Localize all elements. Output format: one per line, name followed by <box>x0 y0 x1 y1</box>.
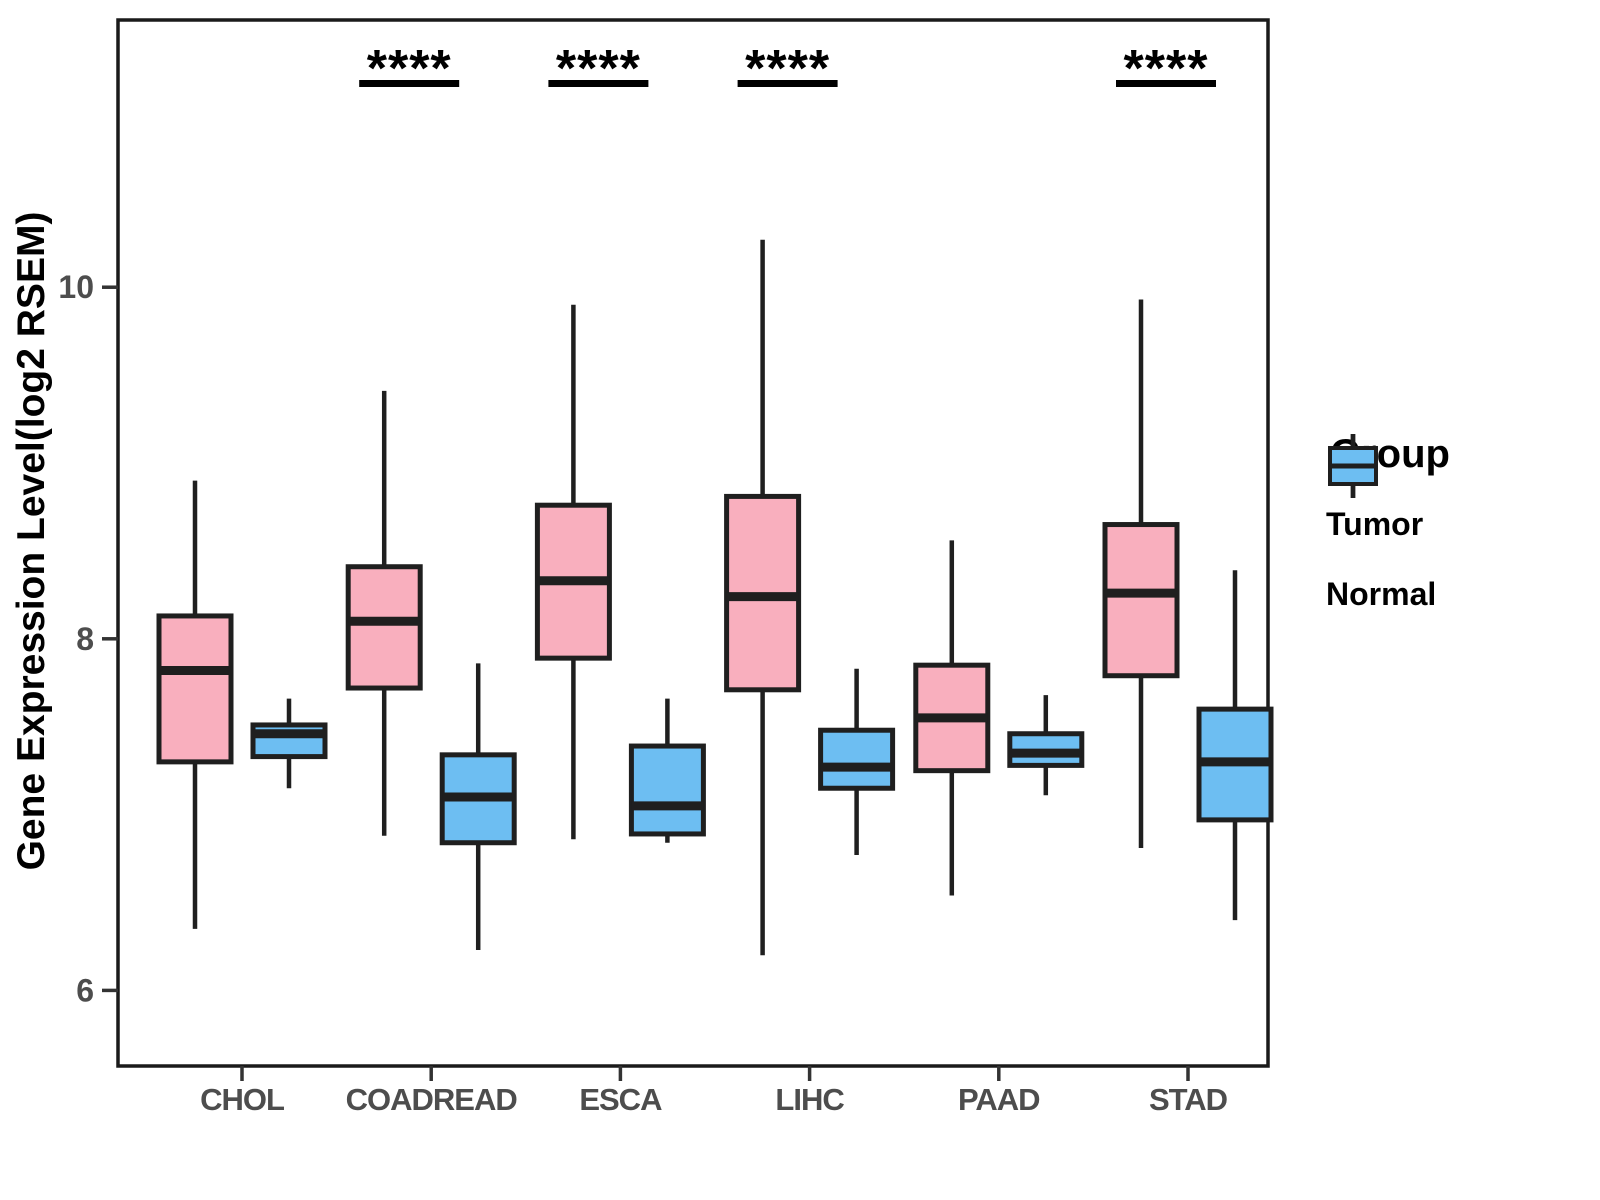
box-tumor-PAAD <box>913 540 991 896</box>
x-tick-label: STAD <box>1149 1082 1228 1117</box>
x-tick-label: ESCA <box>579 1082 662 1117</box>
box-normal-CHOL <box>250 698 328 789</box>
legend-boxplot-glyph-normal <box>1328 434 1378 498</box>
legend: Group Tumor Normal <box>1326 432 1450 629</box>
box-tumor-CHOL <box>156 480 234 929</box>
y-tick-label: 6 <box>76 972 94 1008</box>
y-tick-label: 8 <box>76 621 94 657</box>
box-tumor-STAD <box>1102 299 1180 849</box>
y-axis-title: Gene Expression Level(log2 RSEM) <box>10 212 53 871</box>
significance-stars: **** <box>556 40 641 98</box>
plot-content: 6 8 10 CHOL COADREAD ESCA LIHC PAAD STAD **** ****… <box>58 40 1274 1117</box>
box-normal-COADREAD <box>439 663 517 950</box>
iqr-box <box>156 613 234 765</box>
iqr-box <box>1102 522 1180 679</box>
legend-entry-normal: Normal <box>1326 434 1450 629</box>
box-normal-ESCA <box>628 698 706 843</box>
significance-bar <box>737 80 838 87</box>
legend-entries: Tumor Normal <box>1326 434 1450 629</box>
x-tick-label: PAAD <box>958 1082 1040 1117</box>
box-normal-STAD <box>1196 570 1274 921</box>
iqr-box <box>818 727 896 791</box>
significance-bar <box>548 80 649 87</box>
x-tick-label: COADREAD <box>346 1082 518 1117</box>
legend-entry-label: Tumor <box>1326 505 1424 542</box>
box-tumor-COADREAD <box>345 390 423 836</box>
significance-stars: **** <box>367 40 452 98</box>
significance-stars: **** <box>745 40 830 98</box>
significance-bar <box>359 80 460 87</box>
x-tick-label: CHOL <box>200 1082 284 1117</box>
significance-stars: **** <box>1124 40 1209 98</box>
plot-panel-border <box>116 18 1270 1068</box>
box-normal-LIHC <box>818 668 896 856</box>
legend-entry-label: Normal <box>1326 575 1437 612</box>
iqr-box <box>628 743 706 837</box>
box-tumor-ESCA <box>534 304 612 840</box>
x-tick-label: LIHC <box>775 1082 844 1117</box>
significance-bar <box>1116 80 1216 87</box>
box-tumor-LIHC <box>724 239 802 956</box>
y-tick-label: 10 <box>58 269 94 305</box>
iqr-box <box>345 564 423 691</box>
box-normal-PAAD <box>1007 695 1085 796</box>
